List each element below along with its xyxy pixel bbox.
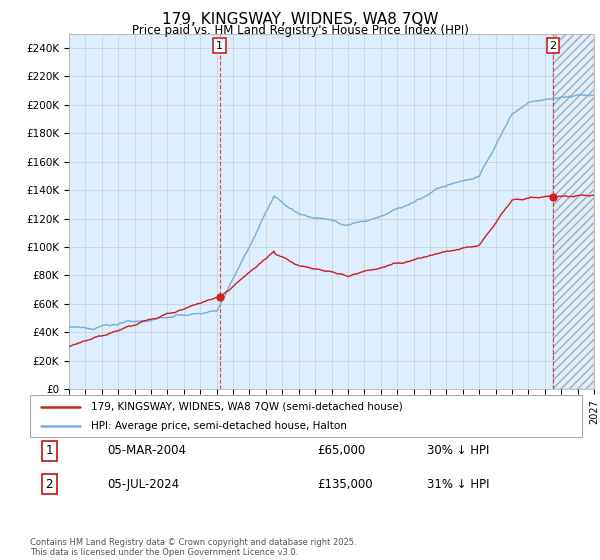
Text: 2: 2: [46, 478, 53, 491]
Polygon shape: [553, 34, 594, 389]
Text: 05-JUL-2024: 05-JUL-2024: [107, 478, 179, 491]
Text: 179, KINGSWAY, WIDNES, WA8 7QW: 179, KINGSWAY, WIDNES, WA8 7QW: [162, 12, 438, 27]
Text: £65,000: £65,000: [317, 444, 365, 458]
FancyBboxPatch shape: [30, 395, 582, 437]
Text: 1: 1: [216, 41, 223, 51]
Text: HPI: Average price, semi-detached house, Halton: HPI: Average price, semi-detached house,…: [91, 421, 347, 431]
Text: 31% ↓ HPI: 31% ↓ HPI: [427, 478, 490, 491]
Text: Contains HM Land Registry data © Crown copyright and database right 2025.
This d: Contains HM Land Registry data © Crown c…: [30, 538, 356, 557]
Text: 2: 2: [550, 41, 557, 51]
Text: 179, KINGSWAY, WIDNES, WA8 7QW (semi-detached house): 179, KINGSWAY, WIDNES, WA8 7QW (semi-det…: [91, 402, 403, 412]
Text: 1: 1: [46, 444, 53, 458]
Text: £135,000: £135,000: [317, 478, 373, 491]
Text: Price paid vs. HM Land Registry's House Price Index (HPI): Price paid vs. HM Land Registry's House …: [131, 24, 469, 36]
Text: 30% ↓ HPI: 30% ↓ HPI: [427, 444, 490, 458]
Text: 05-MAR-2004: 05-MAR-2004: [107, 444, 186, 458]
